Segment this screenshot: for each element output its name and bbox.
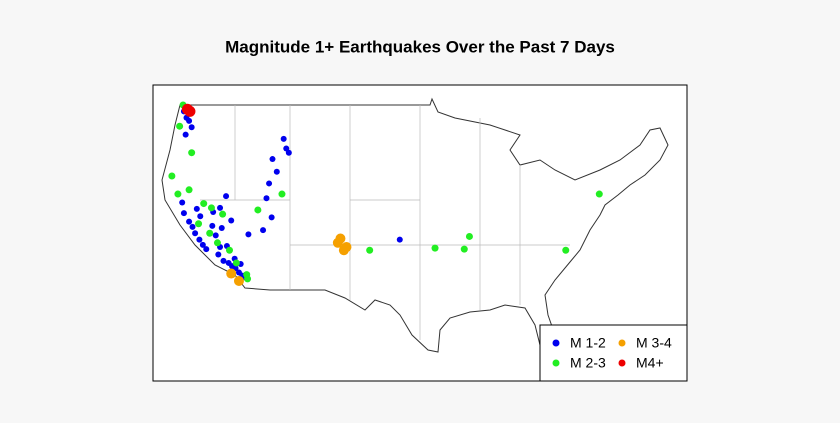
- quake-point: [212, 232, 219, 239]
- quake-point: [218, 224, 225, 231]
- legend-label: M 1-2: [570, 335, 606, 351]
- quake-point: [189, 223, 196, 230]
- quake-point: [263, 195, 270, 202]
- quake-point: [273, 168, 280, 175]
- legend: M 1-2 M 2-3 M 3-4 M4+: [539, 324, 688, 382]
- quake-point: [283, 145, 290, 152]
- quake-point: [192, 230, 199, 237]
- quake-point: [260, 227, 267, 234]
- quake-point: [193, 205, 200, 212]
- quake-point: [206, 229, 214, 237]
- quake-point: [332, 237, 343, 248]
- quake-point: [188, 124, 195, 131]
- quake-point: [228, 217, 235, 224]
- quake-point: [338, 245, 349, 256]
- quake-point: [278, 190, 286, 198]
- quake-point: [185, 186, 193, 194]
- quake-point: [168, 172, 176, 180]
- quake-point: [186, 117, 193, 124]
- quake-point: [465, 232, 473, 240]
- quake-point: [188, 149, 196, 157]
- legend-marker: [618, 339, 626, 347]
- quake-point: [174, 190, 182, 198]
- quake-point: [254, 206, 262, 214]
- quake-point: [595, 190, 603, 198]
- quake-point: [226, 246, 233, 254]
- legend-marker: [618, 359, 626, 367]
- legend-label: M4+: [636, 355, 664, 371]
- quake-point: [226, 268, 237, 279]
- quake-point: [266, 180, 273, 187]
- points: [168, 101, 603, 353]
- quake-point: [280, 135, 287, 142]
- quake-point: [223, 193, 230, 200]
- quake-point: [220, 257, 227, 264]
- quake-point: [219, 210, 227, 218]
- quake-point: [186, 218, 193, 225]
- chart-title: Magnitude 1+ Earthquakes Over the Past 7…: [225, 37, 615, 56]
- quake-point: [179, 199, 186, 206]
- quake-point: [269, 156, 276, 163]
- quake-point: [209, 222, 216, 229]
- quake-point: [233, 275, 244, 286]
- quake-point: [199, 241, 206, 248]
- quake-point: [213, 239, 221, 247]
- legend-marker: [552, 339, 560, 347]
- quake-point: [562, 246, 570, 254]
- quake-point: [176, 122, 184, 130]
- state-borders: [200, 105, 570, 340]
- legend-marker: [552, 359, 560, 367]
- quake-point: [180, 210, 187, 217]
- quake-point: [215, 251, 222, 258]
- legend-label: M 2-3: [570, 355, 606, 371]
- quake-point: [184, 105, 196, 117]
- quake-point: [366, 246, 374, 254]
- quake-point: [217, 204, 224, 211]
- legend-label: M 3-4: [636, 335, 672, 351]
- quake-point: [396, 236, 403, 243]
- quake-point: [460, 245, 468, 253]
- quake-point: [200, 200, 208, 208]
- quake-point: [196, 236, 203, 243]
- quake-point: [244, 275, 252, 283]
- quake-point: [195, 220, 203, 228]
- quake-point: [203, 246, 210, 253]
- quake-point: [268, 214, 275, 221]
- quake-point: [232, 259, 240, 267]
- quake-point: [182, 131, 189, 138]
- legend-box: [539, 324, 688, 382]
- quake-point: [197, 213, 204, 220]
- quake-point: [431, 244, 439, 252]
- quake-point: [245, 231, 252, 238]
- quake-point: [207, 204, 215, 212]
